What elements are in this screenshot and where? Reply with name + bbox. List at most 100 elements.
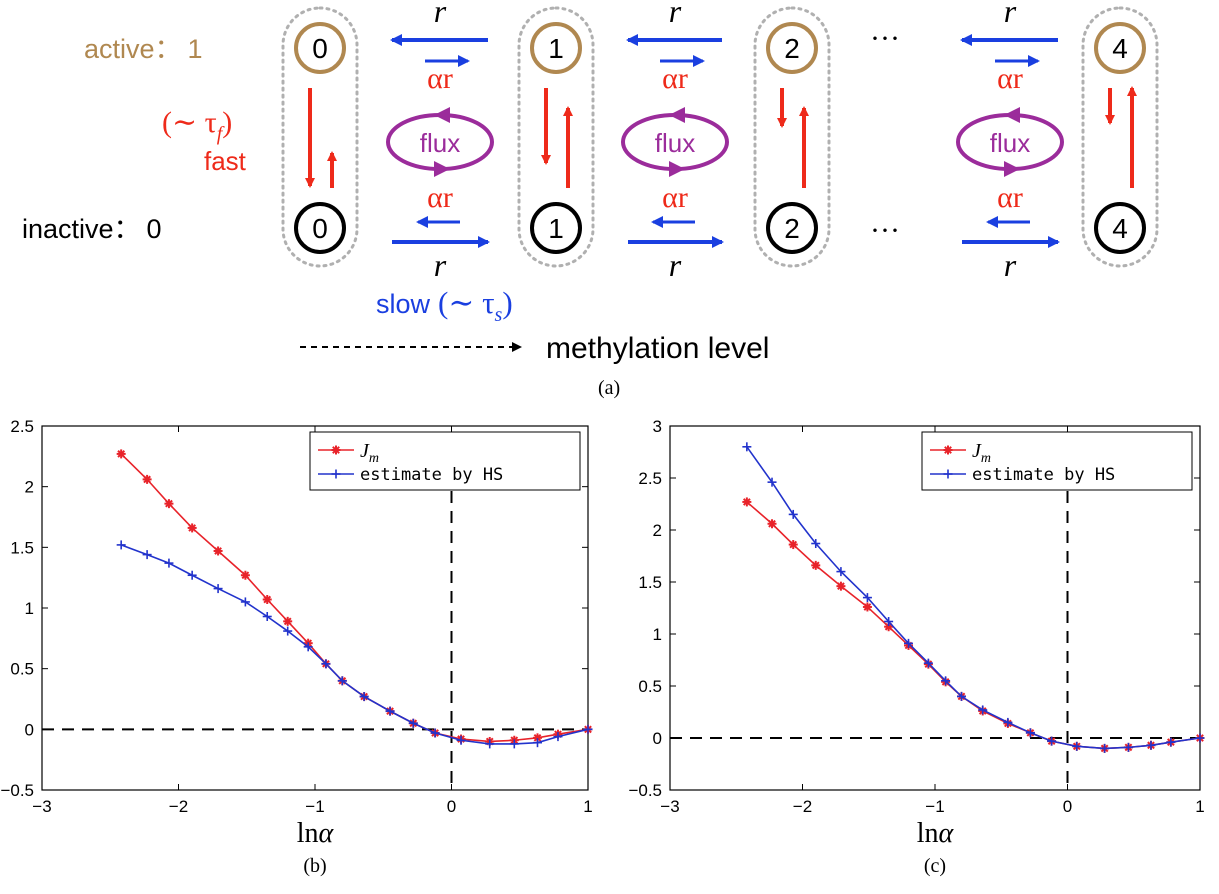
series-line: [120, 453, 589, 743]
data-point-plus: [430, 728, 440, 738]
state-column-outline: [1081, 6, 1159, 268]
data-point-asterisk: [788, 540, 798, 550]
data-point-plus: [456, 735, 466, 745]
y-tick-label: 2: [653, 521, 662, 540]
data-point-asterisk: [262, 595, 272, 605]
data-point-asterisk: [213, 546, 223, 556]
slow-label: slow (∼ τs): [376, 285, 513, 326]
flux-label: flux: [990, 128, 1030, 158]
fast-label: (∼ τf) fast: [162, 106, 247, 176]
data-point-plus: [1123, 742, 1133, 752]
rate-label-r: r: [669, 247, 682, 283]
rate-arrows: r αr flux αr r r αr flux αr r r αr flux αr r: [386, 0, 1064, 283]
transition-group-2: r αr flux αr r: [621, 0, 729, 283]
data-point-plus: [1100, 743, 1110, 753]
data-point-plus: [811, 539, 821, 549]
data-point-plus: [862, 593, 872, 603]
x-tick-label: −1: [305, 797, 324, 816]
x-tick-label: 0: [1063, 797, 1072, 816]
svg-text:slow(∼ τs): slow (∼ τs): [376, 285, 513, 326]
legend-label-jm: Jm: [972, 440, 991, 466]
panel-caption: (b): [303, 855, 326, 877]
flux-label: flux: [420, 128, 460, 158]
active-state-node: [766, 22, 818, 74]
data-point-asterisk: [116, 449, 126, 459]
flux-arrowhead-top: [669, 107, 685, 123]
state-column-outline: [753, 6, 831, 268]
x-tick-label: −2: [169, 797, 188, 816]
data-point-plus: [923, 658, 933, 668]
rate-label-alpha-r: αr: [427, 62, 453, 95]
flux-arrowhead-top: [434, 107, 450, 123]
data-point-plus: [262, 611, 272, 621]
inactive-state-number: 2: [784, 213, 800, 244]
state-column-4: 44: [1081, 6, 1159, 268]
methylation-label: methylation level: [546, 332, 769, 365]
data-point-plus: [337, 676, 347, 686]
y-tick-label: 2.5: [10, 417, 34, 436]
inactive-state-number: 1: [548, 213, 564, 244]
flux-arrowhead-top: [1004, 107, 1020, 123]
data-point-plus: [742, 442, 752, 452]
rate-label-alpha-r: αr: [997, 62, 1023, 95]
x-tick-label: −3: [660, 797, 679, 816]
panel-caption: (c): [924, 855, 946, 877]
svg-text:fast: fast: [204, 146, 247, 176]
data-point-plus: [884, 617, 894, 627]
transition-group-1: r αr flux αr r: [386, 0, 494, 283]
inactive-state-node: [1094, 202, 1146, 254]
series-line: [746, 446, 1201, 750]
x-axis-label: lnα: [917, 818, 955, 849]
data-point-asterisk: [836, 581, 846, 591]
legend-label-hs: estimate by HS: [360, 465, 503, 485]
data-point-plus: [1195, 733, 1205, 743]
data-point-plus: [583, 724, 593, 734]
series-estimate-by-hs: [742, 442, 1205, 753]
active-state-node: [294, 22, 346, 74]
active-state-number: 4: [1112, 33, 1128, 64]
x-axis-label: lnα: [297, 818, 335, 849]
transition-group-3: r αr flux αr r: [956, 0, 1064, 283]
data-point-plus: [836, 567, 846, 577]
y-tick-label: 1.5: [10, 538, 34, 557]
y-tick-label: 1: [25, 599, 34, 618]
data-point-plus: [240, 597, 250, 607]
data-point-plus: [941, 676, 951, 686]
ellipsis-top: ···: [870, 22, 900, 55]
data-point-asterisk: [187, 523, 197, 533]
data-point-plus: [283, 626, 293, 636]
y-tick-label: −0.5: [628, 781, 662, 800]
legend-marker-asterisk: [943, 445, 953, 455]
active-state-number: 2: [784, 33, 800, 64]
series-estimate-by-hs: [116, 540, 593, 749]
data-point-asterisk: [742, 497, 752, 507]
rate-label-r: r: [669, 0, 682, 29]
flux-arrowhead-bottom: [434, 161, 450, 177]
state-column-1: 11: [517, 6, 595, 268]
active-state-number: 1: [548, 33, 564, 64]
data-point-plus: [904, 638, 913, 648]
inactive-state-number: 4: [1112, 213, 1128, 244]
state-column-outline: [517, 6, 595, 268]
data-point-plus: [408, 718, 418, 728]
data-point-asterisk: [767, 519, 777, 529]
rate-label-alpha-r: αr: [662, 181, 688, 214]
data-point-plus: [385, 706, 395, 716]
data-point-plus: [359, 692, 369, 702]
active-label: active： 1: [84, 34, 203, 64]
data-point-plus: [767, 477, 777, 487]
rate-label-alpha-r: αr: [662, 62, 688, 95]
inactive-label: inactive： 0: [22, 214, 162, 244]
data-point-asterisk: [142, 474, 152, 484]
rate-label-r: r: [434, 0, 447, 29]
legend-marker-plus: [331, 469, 341, 479]
y-tick-label: 1: [653, 625, 662, 644]
data-point-plus: [116, 540, 126, 550]
svg-text:active：1: active： 1: [84, 34, 203, 64]
active-state-node: [1094, 22, 1146, 74]
data-point-plus: [1146, 740, 1156, 750]
data-point-plus: [1072, 741, 1082, 751]
active-state-node: [530, 22, 582, 74]
